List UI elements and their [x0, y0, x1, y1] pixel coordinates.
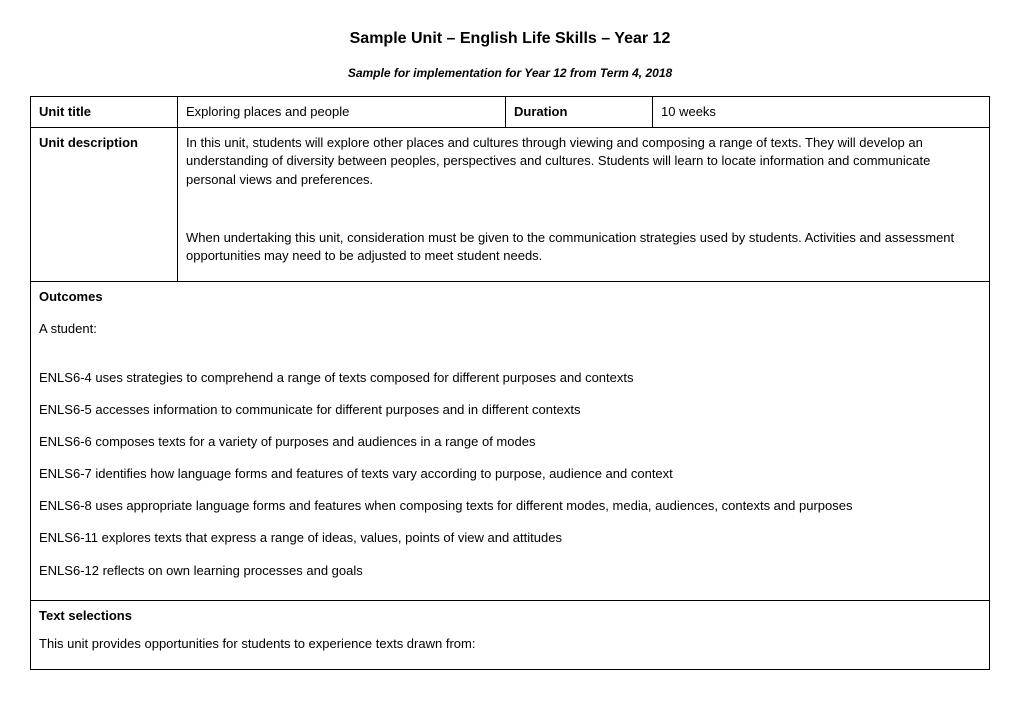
table-row: Unit title Exploring places and people D…: [31, 97, 990, 128]
unit-table: Unit title Exploring places and people D…: [30, 96, 990, 670]
outcomes-intro: A student:: [39, 320, 981, 338]
duration-value: 10 weeks: [653, 97, 990, 128]
table-row: Text selections This unit provides oppor…: [31, 600, 990, 669]
table-row: Unit description In this unit, students …: [31, 128, 990, 282]
page-subtitle: Sample for implementation for Year 12 fr…: [30, 66, 990, 80]
outcomes-label: Outcomes: [39, 288, 981, 306]
unit-description-value: In this unit, students will explore othe…: [178, 128, 990, 282]
outcome-item: ENLS6-11 explores texts that express a r…: [39, 529, 981, 547]
description-paragraph: In this unit, students will explore othe…: [186, 134, 981, 189]
outcome-item: ENLS6-7 identifies how language forms an…: [39, 465, 981, 483]
outcome-item: ENLS6-8 uses appropriate language forms …: [39, 497, 981, 515]
outcome-item: ENLS6-6 composes texts for a variety of …: [39, 433, 981, 451]
text-selections-cell: Text selections This unit provides oppor…: [31, 600, 990, 669]
outcomes-cell: Outcomes A student: ENLS6-4 uses strateg…: [31, 282, 990, 601]
unit-title-label: Unit title: [31, 97, 178, 128]
description-paragraph: When undertaking this unit, consideratio…: [186, 229, 981, 265]
text-selections-label: Text selections: [39, 607, 981, 625]
outcome-item: ENLS6-5 accesses information to communic…: [39, 401, 981, 419]
unit-description-label: Unit description: [31, 128, 178, 282]
table-row: Outcomes A student: ENLS6-4 uses strateg…: [31, 282, 990, 601]
outcome-item: ENLS6-12 reflects on own learning proces…: [39, 562, 981, 580]
unit-title-value: Exploring places and people: [178, 97, 506, 128]
duration-label: Duration: [506, 97, 653, 128]
text-selections-intro: This unit provides opportunities for stu…: [39, 635, 981, 653]
outcome-item: ENLS6-4 uses strategies to comprehend a …: [39, 369, 981, 387]
page-title: Sample Unit – English Life Skills – Year…: [30, 30, 990, 48]
